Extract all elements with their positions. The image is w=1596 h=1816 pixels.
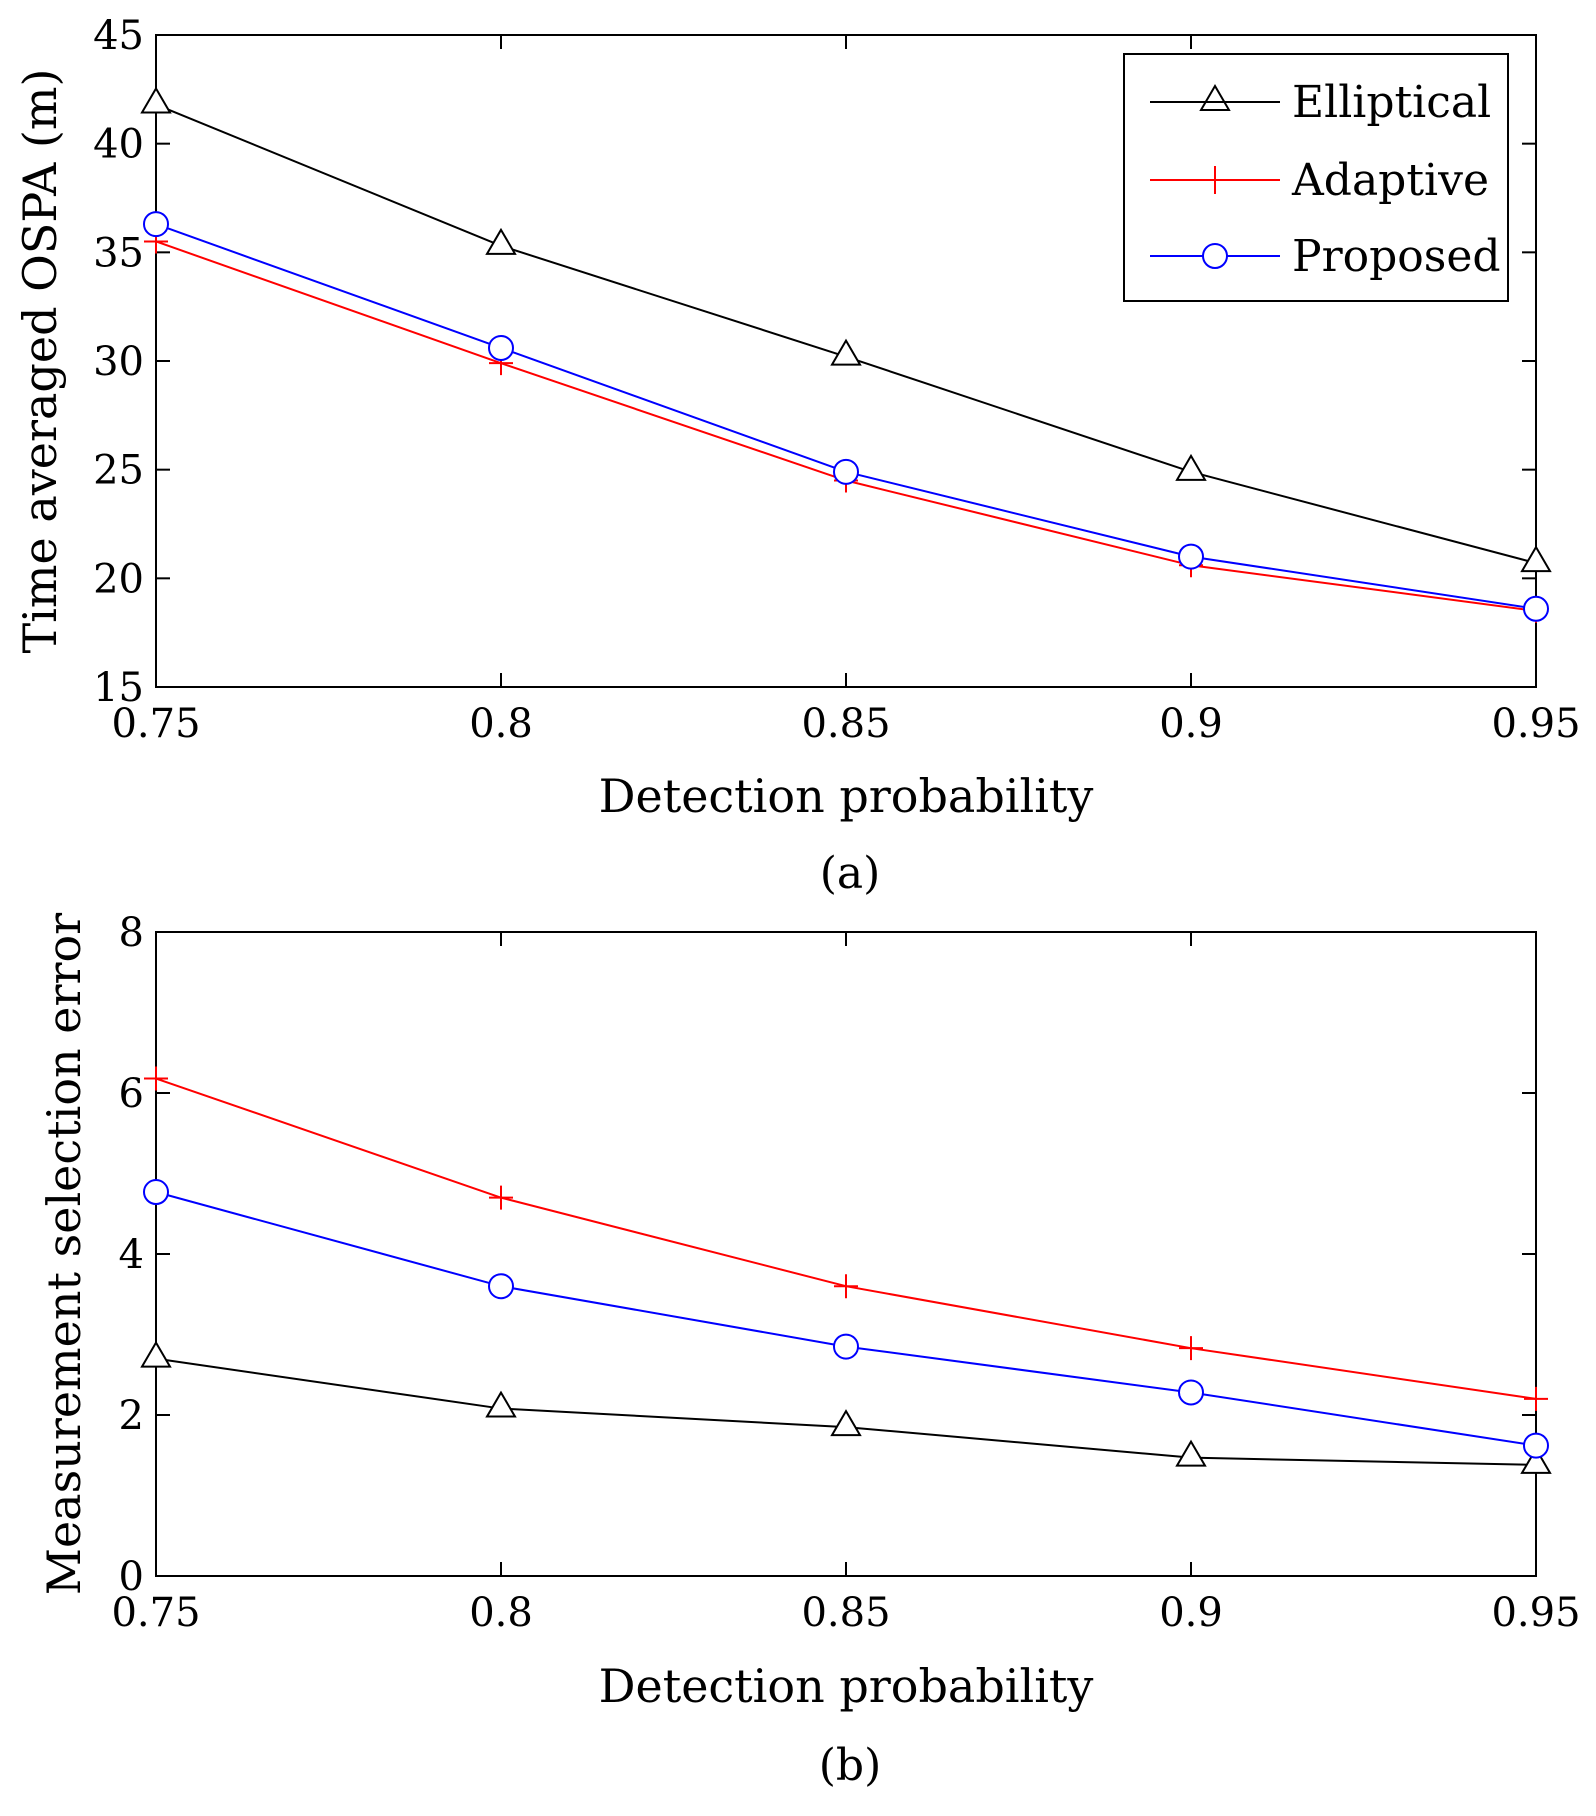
panel-b-point-proposed <box>143 1179 169 1206</box>
panel-a-point-proposed <box>143 211 169 238</box>
panel-b-point-elliptical <box>830 1409 862 1437</box>
panel-b-point-adaptive <box>144 1066 168 1091</box>
panel-a-y-tick-label: 15 <box>93 665 144 711</box>
panel-b-y-tick-label: 6 <box>119 1071 144 1117</box>
panel-b-series-group <box>140 1066 1552 1474</box>
legend-label-elliptical: Elliptical <box>1292 77 1491 128</box>
panel-a-point-elliptical <box>1520 545 1552 573</box>
panel-a-ospa-chart: 15 20 25 30 35 40 45 0.75 0.8 0.85 0.9 0.95 Time a… <box>13 13 1581 899</box>
panel-a-point-elliptical <box>830 338 862 366</box>
legend-label-proposed: Proposed <box>1292 231 1501 282</box>
panel-a-y-tick-label: 25 <box>93 448 144 494</box>
panel-b-x-axis-label: Detection probability <box>599 1659 1094 1713</box>
legend-item-proposed: Proposed <box>1150 231 1501 282</box>
panel-b-point-adaptive <box>1524 1386 1548 1411</box>
panel-b-x-tick-label: 0.85 <box>801 1590 890 1636</box>
panel-b-x-tick-label: 0.95 <box>1491 1590 1580 1636</box>
panel-b-point-elliptical <box>1175 1439 1207 1467</box>
panel-a-caption: (a) <box>820 848 881 899</box>
panel-b-y-axis: 0 2 4 6 8 <box>119 910 1536 1600</box>
panel-a-point-proposed <box>1178 543 1204 570</box>
legend-triangle-marker-icon <box>1199 84 1231 111</box>
panel-a-y-tick-label: 40 <box>93 122 144 168</box>
legend: Elliptical Adaptive Proposed <box>1123 53 1509 302</box>
panel-a-point-proposed <box>833 458 859 485</box>
panel-a-point-elliptical <box>1175 453 1207 481</box>
panel-a-y-tick-label: 20 <box>93 556 144 602</box>
panel-a-y-tick-label: 45 <box>93 13 144 59</box>
panel-a-x-tick-label: 0.75 <box>111 701 200 747</box>
panel-b-caption: (b) <box>819 1740 882 1791</box>
panel-b-point-proposed <box>488 1273 514 1300</box>
panel-a-y-axis-label: Time averaged OSPA (m) <box>13 69 67 654</box>
panel-b-x-tick-label: 0.8 <box>469 1590 533 1636</box>
panel-b-point-elliptical <box>1520 1446 1552 1474</box>
panel-b-point-adaptive <box>834 1274 858 1299</box>
panel-b-y-tick-label: 0 <box>119 1554 144 1600</box>
panel-b-selection-error-chart: 0 2 4 6 8 0.75 0.8 0.85 0.9 0.95 Measurement sel… <box>37 910 1581 1791</box>
panel-b-x-axis: 0.75 0.8 0.85 0.9 0.95 <box>111 932 1581 1636</box>
panel-a-y-tick-label: 30 <box>93 339 144 385</box>
panel-a-point-proposed <box>1523 595 1549 622</box>
panel-b-point-adaptive <box>489 1185 513 1210</box>
panel-a-series-group <box>140 86 1552 623</box>
panel-b-y-tick-label: 4 <box>119 1232 144 1278</box>
panel-b-x-tick-label: 0.9 <box>1159 1590 1223 1636</box>
panel-a-point-proposed <box>488 334 514 361</box>
panel-a-x-tick-label: 0.85 <box>801 701 890 747</box>
legend-label-adaptive: Adaptive <box>1291 155 1489 206</box>
panel-a-point-elliptical <box>140 86 172 114</box>
panel-a-x-tick-label: 0.95 <box>1491 701 1580 747</box>
panel-a-y-axis: 15 20 25 30 35 40 45 <box>93 13 1536 711</box>
panel-a-x-axis: 0.75 0.8 0.85 0.9 0.95 <box>111 35 1581 747</box>
panel-a-y-tick-label: 35 <box>93 230 144 276</box>
panel-b-point-adaptive <box>1179 1336 1203 1361</box>
panel-b-point-proposed <box>1178 1379 1204 1406</box>
legend-item-adaptive: Adaptive <box>1150 155 1489 206</box>
panel-b-point-elliptical <box>485 1390 517 1418</box>
panel-b-x-tick-label: 0.75 <box>111 1590 200 1636</box>
panel-a-point-elliptical <box>485 227 517 255</box>
panel-b-y-tick-label: 8 <box>119 910 144 956</box>
panel-b-point-proposed <box>833 1333 859 1360</box>
legend-circle-marker-icon <box>1202 243 1228 269</box>
panel-a-x-tick-label: 0.8 <box>469 701 533 747</box>
panel-a-x-tick-label: 0.9 <box>1159 701 1223 747</box>
panel-b-y-tick-label: 2 <box>119 1393 144 1439</box>
panel-b-plot-frame <box>155 931 1537 1577</box>
legend-item-elliptical: Elliptical <box>1150 77 1491 128</box>
panel-b-point-proposed <box>1523 1432 1549 1459</box>
panel-b-point-elliptical <box>140 1340 172 1368</box>
panel-a-x-axis-label: Detection probability <box>599 769 1094 823</box>
legend-box <box>1123 53 1509 302</box>
panel-b-y-axis-label: Measurement selection error <box>37 913 91 1595</box>
